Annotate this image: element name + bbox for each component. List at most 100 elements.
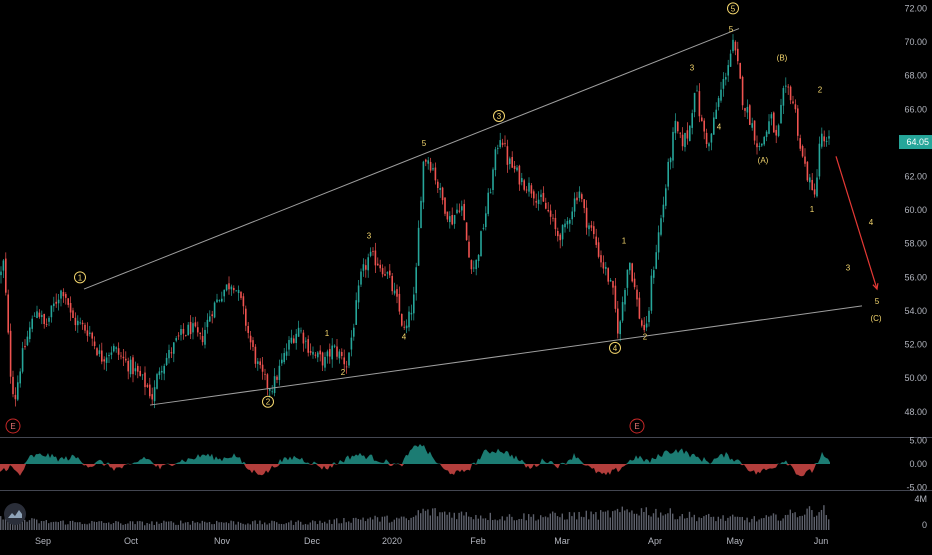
volume-bar (710, 516, 712, 530)
candle (122, 356, 125, 359)
volume-bar (324, 521, 326, 530)
volume-bar (808, 506, 811, 530)
candle (137, 365, 139, 372)
candle (578, 191, 581, 198)
volume-bar (667, 513, 669, 530)
volume-bar (528, 514, 530, 530)
volume-bar (648, 515, 650, 530)
candle (420, 200, 422, 228)
volume-bar (638, 515, 640, 530)
candle (732, 39, 734, 52)
volume-bar (544, 516, 547, 530)
tradingview-logo-icon[interactable] (4, 503, 26, 525)
volume-bar (396, 517, 398, 530)
wave-label: 5 (422, 139, 427, 148)
y-tick-label: 62.00 (904, 171, 927, 181)
volume-bar (100, 521, 103, 530)
candle (65, 294, 67, 298)
candle (487, 192, 489, 214)
candle (293, 338, 295, 343)
candle (379, 264, 381, 269)
candle (686, 130, 689, 139)
candle (386, 272, 389, 274)
volume-bar (76, 522, 79, 530)
candle (336, 346, 338, 357)
volume-bar (499, 519, 501, 530)
volume-bar (763, 517, 765, 530)
volume-bar (439, 512, 441, 530)
volume-bar (736, 516, 739, 530)
x-tick-label: Sep (35, 536, 51, 546)
candle (163, 365, 165, 374)
candle (425, 159, 427, 162)
volume-bar (422, 508, 424, 530)
volume-bar (506, 516, 508, 530)
candle (69, 303, 72, 313)
volume-bar (160, 522, 163, 530)
volume-bar (789, 509, 791, 530)
volume-bar (216, 520, 218, 530)
volume-bar (237, 521, 239, 530)
volume-bar (444, 511, 446, 530)
volume-bar (722, 515, 724, 530)
volume-bar (504, 520, 506, 530)
volume-bar (163, 520, 165, 530)
volume-bar (350, 522, 352, 530)
candle (77, 320, 79, 326)
volume-bar (256, 523, 259, 530)
volume-bar (657, 517, 659, 530)
candle (672, 131, 674, 161)
volume-bar (768, 516, 770, 530)
candle (240, 291, 242, 298)
volume-bar (264, 522, 266, 530)
volume-bar (780, 520, 782, 530)
candle (413, 294, 415, 314)
candle (542, 192, 545, 202)
volume-bar (288, 522, 290, 530)
candle (451, 215, 453, 225)
candle (564, 223, 566, 228)
wave-label: 2 (341, 368, 346, 377)
volume-bar (60, 520, 62, 530)
volume-bar (724, 520, 727, 530)
candle (307, 339, 309, 353)
candle (525, 189, 528, 191)
candle (794, 104, 797, 110)
candle (621, 302, 624, 321)
candle (173, 342, 175, 354)
candle (9, 330, 12, 377)
volume-bar (273, 521, 275, 530)
volume-bar (511, 516, 513, 530)
candle (818, 143, 821, 177)
candle (245, 308, 247, 326)
volume-bar (38, 523, 40, 530)
volume-bar (614, 510, 616, 530)
candle (146, 384, 149, 387)
candle (756, 143, 758, 148)
candle (518, 165, 521, 185)
projection-arrow (835, 156, 878, 290)
candle (110, 352, 113, 355)
oscillator-positive-area (0, 444, 830, 464)
volume-bar (741, 516, 743, 530)
candle (480, 231, 482, 257)
volume-bar (180, 520, 182, 530)
volume-bar (684, 518, 686, 530)
volume-bar (98, 521, 100, 530)
volume-bar (36, 519, 38, 530)
candle (554, 217, 557, 230)
volume-bar (26, 521, 28, 530)
volume-bar (146, 523, 148, 530)
candle (629, 262, 631, 271)
volume-bar (448, 512, 451, 530)
candle (641, 320, 643, 326)
candle (444, 197, 446, 214)
candle (105, 357, 108, 363)
candle (674, 120, 677, 134)
volume-bar (590, 511, 592, 530)
candle (288, 340, 290, 350)
volume-bar (470, 517, 472, 530)
candle (273, 376, 276, 394)
candle (511, 156, 513, 168)
